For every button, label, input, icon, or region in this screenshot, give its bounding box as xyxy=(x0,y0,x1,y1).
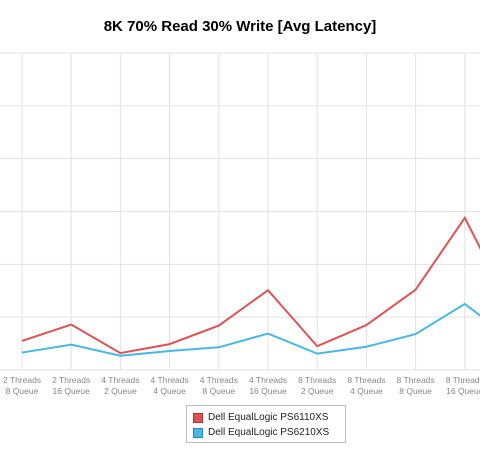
x-tick-label: 8 Threads xyxy=(298,375,336,385)
legend: Dell EqualLogic PS6110XS Dell EqualLogic… xyxy=(186,405,346,443)
legend-label-ps6210xs: Dell EqualLogic PS6210XS xyxy=(208,427,330,438)
x-tick-label: 2 Queue xyxy=(104,386,137,396)
legend-swatch-ps6210xs xyxy=(193,427,203,438)
x-tick-label: 2 Threads xyxy=(52,375,90,385)
x-tick-label: 4 Threads xyxy=(151,375,189,385)
x-tick-label: 16 Queue xyxy=(249,386,287,396)
chart-title: 8K 70% Read 30% Write [Avg Latency] xyxy=(103,18,377,35)
legend-item-ps6210xs[interactable]: Dell EqualLogic PS6210XS xyxy=(193,425,339,440)
x-tick-label: 16 Queue xyxy=(53,386,91,396)
x-tick-label: 8 Threads xyxy=(397,375,435,385)
x-tick-label: 4 Queue xyxy=(153,386,186,396)
x-tick-label: 2 Queue xyxy=(301,386,334,396)
x-tick-label: 16 Queue xyxy=(446,386,480,396)
x-tick-label: 8 Queue xyxy=(6,386,39,396)
x-tick-label: 4 Threads xyxy=(249,375,287,385)
series-line-0 xyxy=(21,215,480,355)
x-tick-label: 4 Queue xyxy=(350,386,383,396)
series-line-1 xyxy=(21,302,480,357)
x-tick-label: 8 Threads xyxy=(347,375,385,385)
legend-item-ps6110xs[interactable]: Dell EqualLogic PS6110XS xyxy=(193,410,339,425)
x-tick-label: 8 Threads xyxy=(446,375,480,385)
legend-swatch-ps6110xs xyxy=(193,412,203,423)
legend-label-ps6110xs: Dell EqualLogic PS6110XS xyxy=(208,412,329,423)
x-tick-label: 2 Threads xyxy=(3,375,41,385)
x-tick-label: 4 Threads xyxy=(101,375,139,385)
x-tick-label: 4 Threads xyxy=(200,375,238,385)
x-tick-label: 8 Queue xyxy=(399,386,432,396)
x-tick-label: 8 Queue xyxy=(202,386,235,396)
